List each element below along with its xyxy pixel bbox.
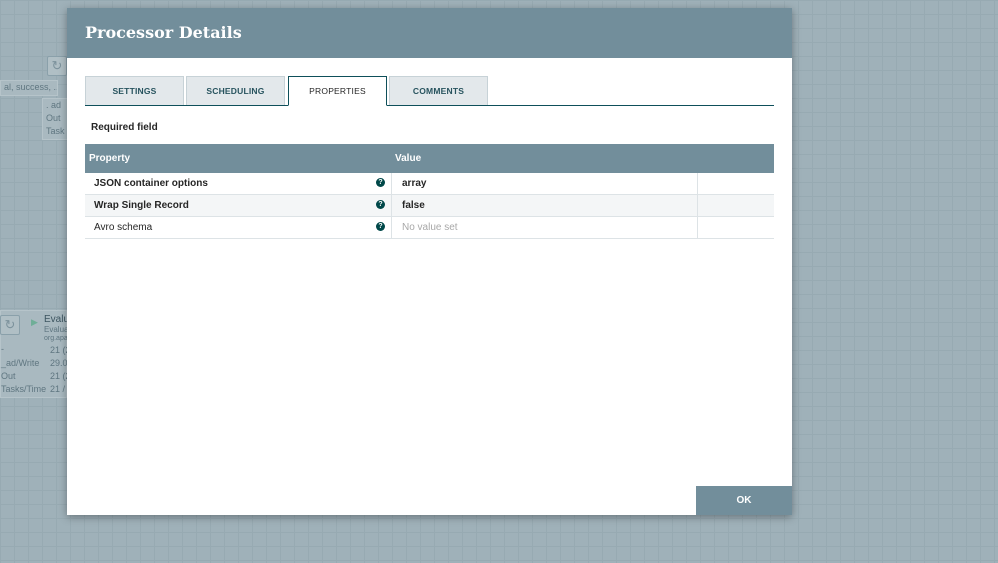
table-row[interactable]: Wrap Single Record ? false (85, 195, 774, 217)
ok-button[interactable]: OK (696, 486, 792, 515)
processor-icon: ↻ (47, 56, 67, 76)
property-name: Avro schema (94, 222, 153, 233)
properties-table: Property Value JSON container options ? … (85, 144, 774, 239)
relationship-label: al, success, ... (4, 82, 57, 92)
table-header: Property Value (85, 144, 774, 173)
stat-label: Task (46, 126, 65, 136)
stat-label: - (1, 344, 4, 354)
stat-label: Out (46, 113, 61, 123)
column-header-value[interactable]: Value (395, 153, 422, 164)
help-icon[interactable]: ? (376, 178, 385, 187)
property-value[interactable]: false (391, 195, 698, 216)
property-value[interactable]: No value set (391, 217, 698, 238)
property-name: Wrap Single Record (94, 200, 189, 211)
stat-value: 21 (2 (50, 371, 71, 381)
play-icon: ▶ (31, 317, 38, 327)
stat-label: Out (1, 371, 16, 381)
stat-value: 21 / (50, 384, 66, 394)
stat-value: 21 (2 (50, 345, 71, 355)
table-row[interactable]: Avro schema ? No value set (85, 217, 774, 239)
tab-properties[interactable]: PROPERTIES (288, 76, 387, 106)
property-name: JSON container options (94, 178, 208, 189)
help-icon[interactable]: ? (376, 222, 385, 231)
stat-value: 29.0 (50, 358, 68, 368)
processor-icon: ↻ (0, 315, 20, 335)
tab-comments[interactable]: COMMENTS (389, 76, 488, 105)
column-header-property[interactable]: Property (89, 153, 131, 164)
background-processor-2: ↻ ▶ Evalu Evalua org.apa - 21 (2 _ad/Wri… (0, 310, 71, 398)
required-field-label: Required field (91, 122, 158, 133)
stat-label: Tasks/Time (1, 384, 47, 394)
help-icon[interactable]: ? (376, 200, 385, 209)
property-value[interactable]: array (391, 173, 698, 194)
processor-details-dialog: Processor Details SETTINGS SCHEDULING PR… (67, 8, 792, 515)
stat-label: . ad (46, 100, 62, 110)
processor-name: Evalu (44, 314, 70, 325)
tab-settings[interactable]: SETTINGS (85, 76, 184, 105)
background-connection-label: al, success, ... (0, 80, 58, 96)
stat-label: _ad/Write (1, 358, 40, 368)
dialog-title: Processor Details (67, 8, 792, 58)
tab-scheduling[interactable]: SCHEDULING (186, 76, 285, 105)
processor-bundle: org.apa (44, 335, 68, 342)
tab-bar: SETTINGS SCHEDULING PROPERTIES COMMENTS (85, 76, 774, 106)
table-row[interactable]: JSON container options ? array (85, 173, 774, 195)
processor-type: Evalua (44, 325, 69, 334)
